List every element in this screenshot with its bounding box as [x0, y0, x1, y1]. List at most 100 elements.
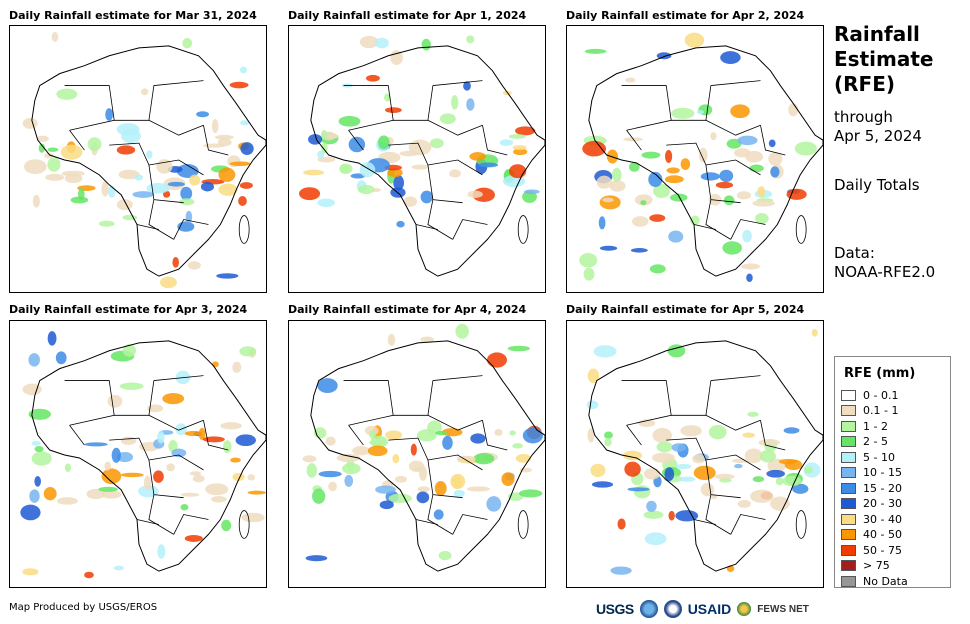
- rainfall-patch: [176, 164, 199, 178]
- rainfall-patch: [759, 449, 776, 463]
- country-border: [427, 159, 483, 176]
- country-border: [482, 125, 508, 156]
- rainfall-patch: [478, 162, 499, 168]
- rainfall-patch: [649, 214, 666, 222]
- rainfall-patch: [240, 120, 250, 126]
- country-border: [730, 514, 766, 535]
- coastline: [31, 340, 266, 572]
- rainfall-patch: [146, 183, 170, 194]
- rainfall-patch: [312, 488, 326, 504]
- rainfall-patch: [638, 419, 656, 428]
- rainfall-patch: [55, 351, 67, 365]
- country-border: [452, 219, 488, 240]
- rainfall-patch: [676, 463, 692, 469]
- country-border: [109, 142, 150, 166]
- rainfall-patch: [107, 394, 123, 408]
- rainfall-patch: [38, 143, 46, 153]
- rainfall-patch: [634, 194, 653, 206]
- rainfall-patch: [378, 135, 390, 150]
- rainfall-patch: [321, 142, 328, 154]
- rainfall-patch: [811, 328, 818, 337]
- rainfall-patch: [34, 445, 44, 453]
- madagascar-outline: [238, 215, 250, 244]
- rainfall-patch: [200, 181, 215, 192]
- rainfall-patch: [755, 212, 769, 224]
- rainfall-patch: [184, 534, 203, 542]
- rainfall-patch: [470, 433, 486, 444]
- country-border: [693, 519, 716, 525]
- rainfall-patch: [417, 486, 430, 493]
- rainfall-patch: [157, 430, 165, 444]
- country-border: [348, 129, 364, 151]
- rainfall-patch: [675, 510, 699, 522]
- rainfall-patch: [649, 264, 666, 274]
- rainfall-patch: [302, 455, 317, 463]
- legend-swatch: [841, 560, 856, 571]
- country-border: [343, 380, 394, 426]
- rainfall-patch: [118, 169, 140, 180]
- rainfall-patch: [438, 550, 452, 561]
- rainfall-patch: [421, 38, 431, 51]
- rainfall-patch: [132, 191, 155, 198]
- country-border: [427, 494, 453, 535]
- rainfall-patch: [669, 193, 688, 202]
- rainfall-patch: [101, 490, 122, 499]
- rainfall-patch: [23, 159, 47, 175]
- usaid-logo: USAID: [687, 601, 732, 617]
- rainfall-patch: [192, 474, 205, 483]
- rainfall-patch: [731, 458, 749, 464]
- rainfall-patch: [434, 480, 447, 496]
- madagascar-outline: [517, 510, 529, 539]
- country-border: [705, 414, 761, 431]
- madagascar-outline: [795, 215, 807, 244]
- rainfall-patch: [680, 158, 691, 171]
- rainfall-map-3: [566, 25, 824, 293]
- rainfall-patch: [466, 98, 475, 111]
- rainfall-patch: [696, 110, 704, 115]
- rainfall-patch: [22, 117, 38, 129]
- rainfall-patch: [238, 196, 247, 206]
- rainfall-patch: [466, 35, 475, 44]
- rainfall-patch: [122, 344, 137, 357]
- rainfall-patch: [375, 485, 396, 494]
- legend-item: 40 - 50: [841, 527, 902, 543]
- rainfall-patch: [240, 66, 247, 74]
- rainfall-patch: [450, 473, 466, 489]
- rainfall-patch: [502, 175, 526, 188]
- legend-item: No Data: [841, 573, 908, 589]
- rainfall-patch: [166, 463, 175, 472]
- rainfall-patch: [609, 180, 626, 192]
- rainfall-patch: [633, 485, 651, 499]
- rainfall-patch: [318, 470, 342, 478]
- rainfall-patch: [359, 35, 379, 49]
- rainfall-patch: [87, 137, 102, 152]
- rainfall-patch: [794, 141, 817, 156]
- rainfall-patch: [466, 486, 491, 492]
- rainfall-patch: [499, 139, 514, 146]
- rainfall-patch: [36, 135, 49, 142]
- rainfall-patch: [604, 438, 612, 447]
- country-border: [705, 199, 731, 240]
- legend-label: 1 - 2: [863, 419, 888, 433]
- rainfall-patch: [583, 267, 595, 281]
- rainfall-patch: [512, 145, 527, 151]
- rainfall-patch: [43, 487, 57, 501]
- rainfall-patch: [737, 499, 751, 508]
- rainfall-patch: [189, 174, 201, 186]
- rainfall-patch: [143, 475, 152, 490]
- rainfall-patch: [708, 425, 727, 440]
- rainfall-patch: [230, 457, 241, 463]
- rainfall-map-4: [9, 320, 267, 588]
- rainfall-patch: [522, 427, 544, 444]
- legend-item: 20 - 30: [841, 496, 902, 512]
- rainfall-patch: [217, 138, 232, 147]
- rainfall-patch: [630, 248, 648, 253]
- rainfall-patch: [134, 174, 144, 181]
- legend-swatch: [841, 436, 856, 447]
- rainfall-patch: [416, 429, 437, 442]
- country-border: [415, 519, 438, 525]
- legend-item: 0.1 - 1: [841, 403, 898, 419]
- country-border: [69, 424, 85, 446]
- rainfall-patch: [730, 104, 750, 119]
- rainfall-patch: [339, 163, 350, 174]
